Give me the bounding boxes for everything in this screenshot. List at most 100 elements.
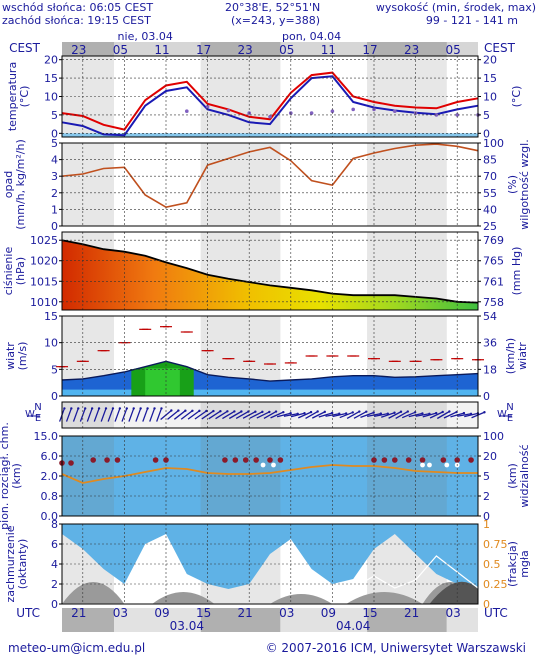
night-shade	[62, 143, 114, 226]
wind-arrow	[93, 408, 100, 422]
cloud-base-dot	[405, 457, 412, 463]
compass-w: W	[497, 409, 507, 420]
fog-tick-label: 1	[483, 518, 490, 531]
wind-arrow	[290, 412, 305, 418]
wind-kmh-axis-label: wiatr	[516, 342, 529, 370]
day1-label: nie, 03.04	[118, 30, 173, 43]
right-tick-label: 20	[483, 54, 497, 67]
right-tick-label: 765	[483, 255, 504, 268]
fog-tick-label: 0	[483, 598, 490, 611]
left-tick-label: 2.0	[41, 470, 59, 483]
wind-arrow	[215, 410, 228, 420]
right-tick-label: 758	[483, 296, 504, 309]
left-tick-label: 1025	[30, 234, 58, 247]
top-hour-tick: 05	[446, 43, 461, 57]
left-tick-label: 0.8	[41, 490, 59, 503]
cloud-base-dot	[68, 460, 74, 466]
left-tick-label: 2	[51, 187, 58, 200]
cloud-base-dot	[468, 457, 474, 463]
dew-point-dot	[330, 109, 335, 114]
low-cloud-area	[270, 594, 333, 604]
wind-arrow	[429, 411, 443, 419]
left-tick-label: 2	[51, 578, 58, 591]
pressure-axis-label: ciśnienie	[2, 247, 15, 296]
wind-arrow-head	[160, 407, 163, 410]
wind-arrow-head	[268, 410, 271, 414]
wind-arrow-head	[170, 409, 173, 412]
tz-label-right: CEST	[484, 41, 516, 55]
visibility-line	[61, 464, 478, 484]
right-tick-label: 0	[483, 510, 490, 523]
bottom-hour-tick: 09	[154, 606, 169, 620]
wind-arrow	[388, 411, 402, 419]
wind-arrow-head	[125, 407, 128, 410]
right-tick-label: 5	[483, 109, 490, 122]
wind-arrow	[270, 411, 284, 419]
left-tick-label: 1020	[30, 255, 58, 268]
footer-email[interactable]: meteo-um@icm.edu.pl	[8, 641, 146, 655]
day2-label: pon, 04.04	[282, 30, 341, 43]
right-tick-label: 20	[483, 450, 497, 463]
wind-arrow-head	[309, 410, 313, 414]
top-hour-tick: 11	[154, 43, 169, 57]
dew-point-dot	[268, 114, 272, 119]
right-tick-label: 100	[483, 430, 504, 443]
wind-arrow-head	[448, 410, 451, 413]
wind-arrow	[339, 411, 354, 419]
wind-arrow-head	[153, 407, 156, 410]
wind-arrow	[135, 408, 142, 422]
left-tick-label: 10	[44, 91, 58, 104]
right-tick-label: 0	[483, 127, 490, 140]
tz-label-left: CEST	[9, 41, 41, 55]
wind-arrow-head	[421, 412, 424, 415]
left-tick-label: 0.0	[41, 510, 59, 523]
wind-arrow-head	[90, 407, 94, 410]
humidity-axis-label-group: (%) wilgotność wzgl.	[506, 139, 531, 229]
altitude-values: 99 - 121 - 141 m	[425, 14, 518, 27]
right-tick-label: 40	[483, 203, 497, 216]
wind-kmh-axis-label: (km/h)	[504, 338, 517, 374]
compass-e: E	[507, 413, 513, 424]
bottom-hour-tick: 09	[321, 606, 336, 620]
wind-arrow	[415, 413, 430, 417]
wind-arrow	[142, 408, 149, 422]
day-band-bottom	[280, 608, 368, 632]
cloud-base-axis-label: (km)	[10, 463, 23, 489]
fog-axis-label: mgła	[518, 550, 531, 578]
sunrise-text: wschód słońca: 06:05 CEST	[2, 1, 154, 14]
pressure-right-axis-label: (mm Hg)	[510, 247, 523, 296]
wind-arrow	[360, 412, 374, 418]
bottom-hour-tick: 21	[404, 606, 419, 620]
day-band-bottom	[114, 608, 201, 632]
wind-arrow	[65, 408, 72, 422]
wind-arrow	[256, 411, 270, 419]
temperature-axis-label: temperatura	[6, 62, 19, 131]
wind-arrow-head	[97, 407, 101, 410]
bottom-hour-tick: 03	[446, 606, 461, 620]
top-hour-tick: 23	[238, 43, 253, 57]
wind-arrow-head	[351, 411, 354, 414]
top-hour-tick: 05	[113, 43, 128, 57]
cloud-base-dot	[104, 457, 110, 463]
cloud-base-dot	[392, 457, 398, 463]
wind-arrow-head	[219, 409, 222, 413]
wind-arrow-head	[132, 407, 135, 410]
pressure-axis-label: (hPa)	[14, 257, 27, 285]
top-hour-tick: 23	[71, 43, 86, 57]
right-tick-label: 55	[483, 187, 497, 200]
right-tick-label: 5	[483, 470, 490, 483]
wind-arrow-head	[261, 410, 264, 414]
top-hour-tick: 11	[321, 43, 336, 57]
wind-arrow-head	[205, 409, 208, 413]
wind-arrow-head	[212, 409, 215, 413]
dew-point-dot	[309, 111, 314, 115]
pressure-right-axis-label-group: (mm Hg)	[510, 247, 523, 296]
wind-arrow-head	[139, 407, 142, 410]
dew-point-dot	[455, 113, 460, 117]
temperature-axis-label: (°C)	[18, 86, 31, 108]
cloud-base-dot	[152, 457, 159, 463]
compass-n: N	[34, 402, 41, 413]
cloud-base-axis-label-group: pion. rozciągł. chm.(km)	[0, 422, 23, 530]
low-cloud-dot	[271, 462, 276, 468]
